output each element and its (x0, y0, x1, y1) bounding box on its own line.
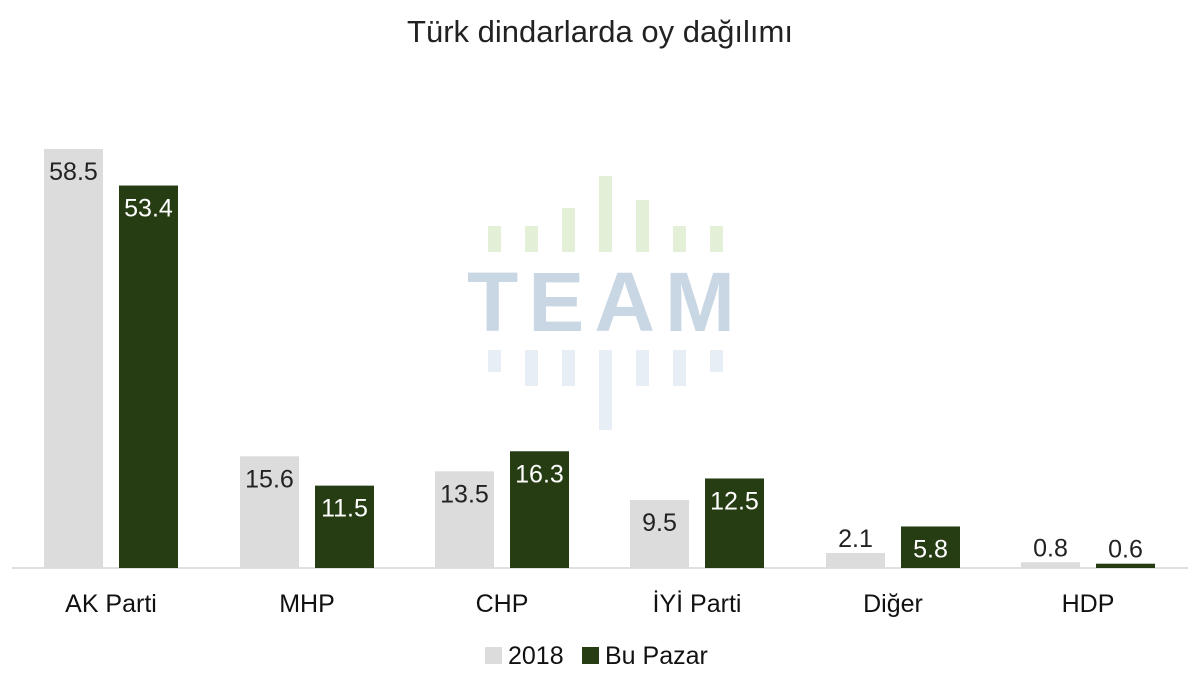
watermark-bar-bottom (562, 350, 575, 386)
value-label: 15.6 (245, 465, 294, 493)
watermark-bar-top (488, 226, 501, 252)
watermark-bar-bottom (636, 350, 649, 386)
value-label: 11.5 (321, 495, 368, 523)
watermark-bar-top (599, 176, 612, 252)
watermark-bar-top (710, 226, 723, 252)
watermark-bar-top (525, 226, 538, 252)
bar-bu-pazar (901, 526, 960, 568)
watermark-bar-top (636, 200, 649, 252)
legend-label: 2018 (508, 642, 564, 670)
bar-bu-pazar (705, 478, 764, 568)
legend: 2018 Bu Pazar (485, 642, 708, 670)
bar-bu-pazar (1096, 563, 1155, 568)
bar-2018 (1021, 562, 1080, 568)
bar-2018 (435, 471, 494, 568)
legend-swatch (485, 647, 502, 664)
bar-bu-pazar (119, 185, 178, 568)
watermark-text: TEAM (467, 255, 745, 349)
bar-bu-pazar (510, 451, 569, 568)
chart-title: Türk dindarlarda oy dağılımı (407, 14, 793, 49)
category-label: HDP (1062, 590, 1115, 618)
bars-group: 58.5 15.6 13.5 9.5 2.1 0.8 53.4 11.5 16.3 12.5 5.8… (44, 149, 1155, 568)
category-label: CHP (476, 590, 529, 618)
watermark-bar-top (562, 208, 575, 252)
bar-bu-pazar (315, 485, 374, 568)
team-watermark-logo: TEAM (467, 176, 745, 430)
watermark-bar-top (673, 226, 686, 252)
value-label: 9.5 (642, 509, 677, 537)
watermark-bar-bottom (599, 350, 612, 430)
value-label: 13.5 (440, 480, 489, 508)
watermark-bar-bottom (488, 350, 501, 372)
watermark-bar-bottom (673, 350, 686, 386)
legend-swatch (582, 647, 599, 664)
value-label: 5.8 (913, 535, 948, 563)
category-label: AK Parti (65, 590, 157, 618)
category-label: İYİ Parti (653, 589, 742, 618)
category-label: MHP (279, 590, 335, 618)
bar-2018 (630, 499, 689, 568)
category-labels: AK Parti MHP CHP İYİ Parti Diğer HDP (65, 589, 1114, 618)
legend-label: Bu Pazar (605, 642, 708, 670)
category-label: Diğer (863, 590, 923, 618)
value-label: 16.3 (515, 460, 564, 488)
watermark-bar-bottom (525, 350, 538, 386)
value-label: 58.5 (49, 158, 98, 186)
value-label: 0.6 (1108, 536, 1143, 564)
bar-2018 (826, 552, 885, 568)
value-label: 2.1 (838, 525, 873, 553)
value-label: 0.8 (1033, 534, 1068, 562)
watermark-bar-bottom (710, 350, 723, 372)
value-label: 53.4 (124, 195, 173, 223)
bar-2018 (44, 149, 103, 568)
bar-2018 (240, 456, 299, 568)
value-label: 12.5 (710, 487, 759, 515)
